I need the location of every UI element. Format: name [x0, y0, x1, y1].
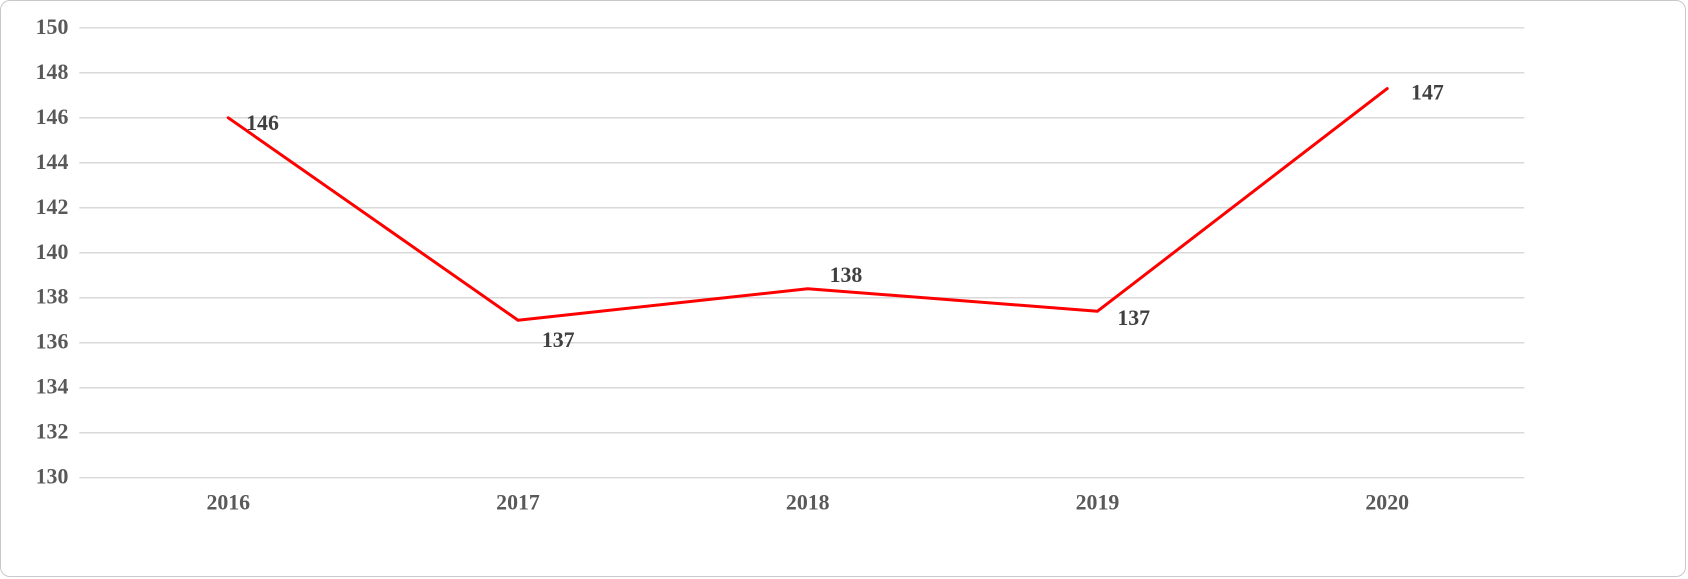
x-axis-tick-label: 2016 — [206, 490, 250, 514]
y-axis-tick-label: 150 — [36, 15, 69, 39]
y-axis-tick-label: 138 — [36, 285, 69, 309]
x-axis-tick-label: 2017 — [496, 490, 540, 514]
data-point-label: 147 — [1411, 81, 1444, 105]
y-axis-tick-label: 140 — [36, 240, 69, 264]
y-axis-tick-label: 142 — [36, 195, 69, 219]
y-axis-tick-label: 130 — [36, 465, 69, 489]
data-point-label: 146 — [246, 111, 279, 135]
y-axis-tick-label: 134 — [36, 375, 69, 399]
x-axis-tick-label: 2018 — [786, 490, 830, 514]
data-point-label: 137 — [1117, 306, 1150, 330]
series-line — [226, 87, 1389, 322]
y-axis-tick-label: 136 — [36, 330, 69, 354]
y-axis-tick-label: 148 — [36, 60, 69, 84]
data-point-label: 138 — [830, 263, 863, 287]
x-axis-tick-label: 2019 — [1076, 490, 1120, 514]
y-axis-tick-label: 132 — [36, 420, 69, 444]
data-point-label: 137 — [542, 328, 575, 352]
x-axis-tick-label: 2020 — [1365, 490, 1409, 514]
y-axis-tick-label: 146 — [36, 105, 69, 129]
y-axis-tick-label: 144 — [36, 150, 69, 174]
